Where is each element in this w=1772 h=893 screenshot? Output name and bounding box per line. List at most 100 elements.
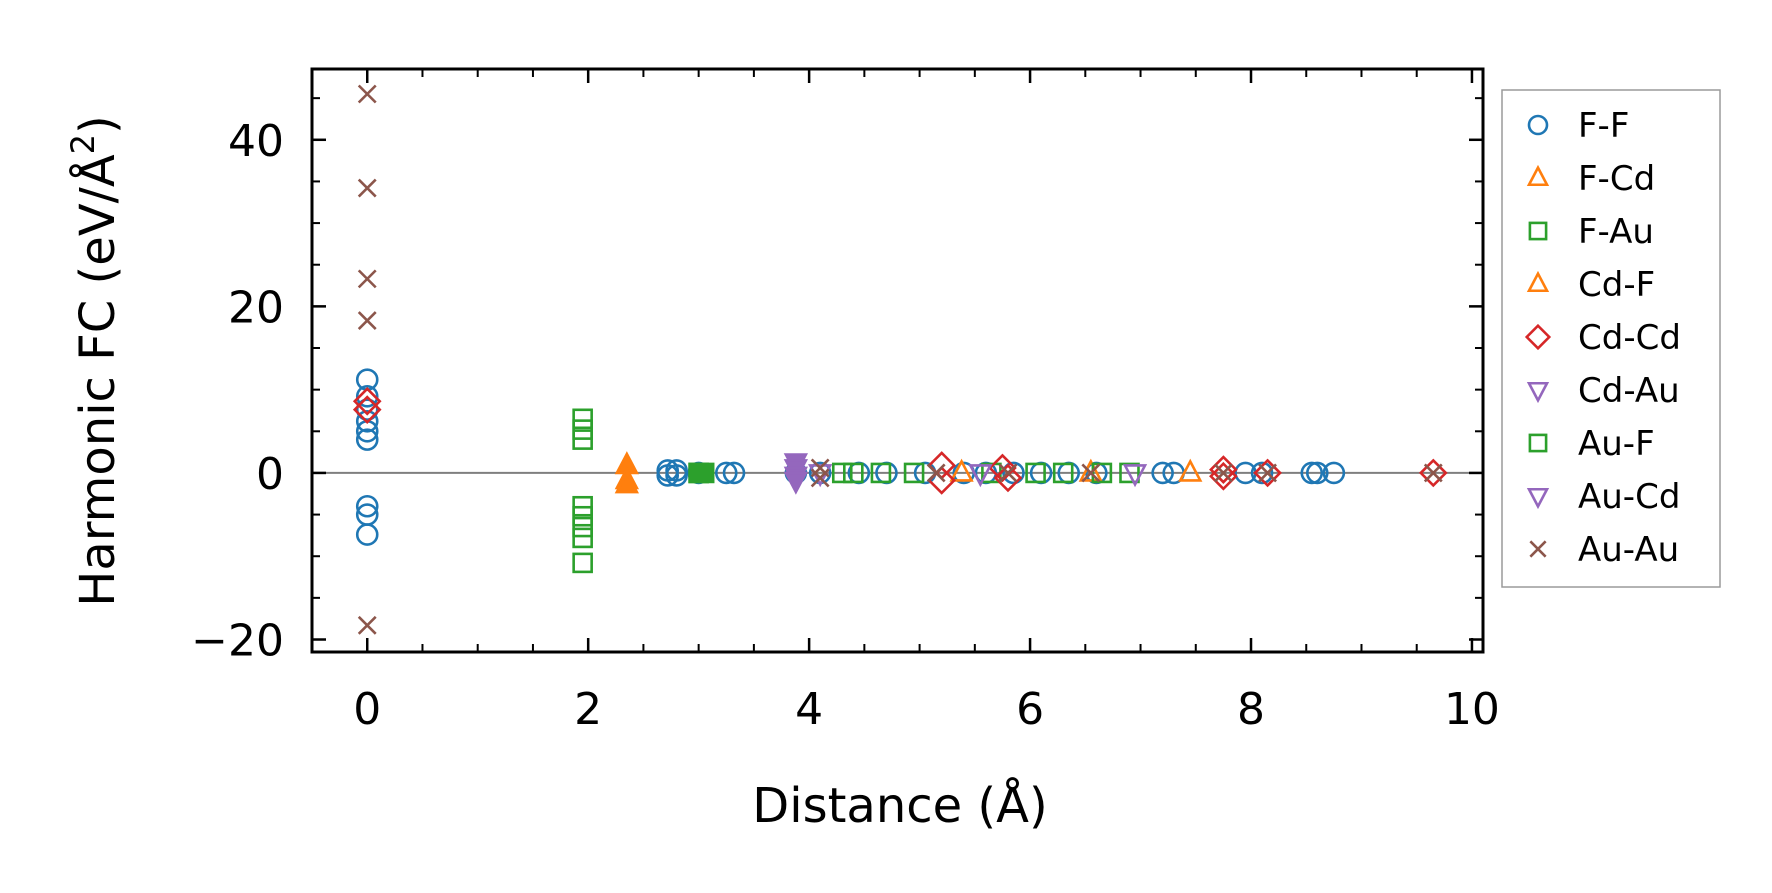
legend-item: F-Au	[1528, 212, 1654, 252]
legend-item: Au-F	[1528, 424, 1655, 464]
data-point	[1025, 462, 1046, 484]
legend-label: Au-Cd	[1578, 477, 1680, 517]
data-point	[949, 458, 974, 482]
y-tick-label: 20	[228, 282, 284, 333]
data-point	[808, 464, 833, 488]
data-point	[1122, 464, 1148, 488]
legend-marker	[1526, 270, 1550, 293]
y-axis-label-main: Harmonic FC (eV/Å	[69, 154, 126, 607]
legend-marker	[1528, 221, 1548, 241]
y-tick-label: 0	[256, 449, 284, 500]
data-point	[1078, 458, 1103, 482]
data-point	[355, 494, 379, 518]
plot-frame	[310, 67, 1485, 654]
legend-marker	[1527, 114, 1549, 136]
data-point	[993, 463, 1023, 493]
data-point	[693, 462, 715, 484]
data-point	[1258, 463, 1277, 483]
series-au-f	[688, 462, 715, 484]
data-point	[1052, 462, 1074, 484]
legend-item: Cd-Au	[1526, 371, 1680, 411]
legend-label: F-F	[1578, 106, 1629, 146]
legend-marker	[1526, 164, 1550, 187]
data-point	[1418, 458, 1448, 488]
data-point	[357, 84, 377, 104]
x-tick-label: 4	[795, 684, 823, 735]
data-point	[903, 462, 925, 484]
data-point	[1322, 461, 1346, 485]
legend-label: Cd-Au	[1578, 371, 1680, 411]
series-au-cd	[808, 464, 1148, 488]
data-point	[1300, 461, 1324, 485]
legend-label: Au-F	[1578, 424, 1655, 464]
data-point	[355, 428, 379, 451]
data-point	[722, 461, 746, 485]
data-point	[1091, 462, 1113, 484]
data-point	[614, 470, 639, 494]
x-tick-label: 6	[1016, 684, 1044, 735]
y-tick-label: 40	[228, 116, 284, 167]
data-markers	[312, 84, 1483, 635]
data-point	[1250, 461, 1274, 485]
y-axis-label-close: )	[70, 115, 126, 134]
x-tick-label: 8	[1237, 684, 1265, 735]
legend-item: Au-Cd	[1526, 477, 1680, 517]
data-point	[665, 464, 688, 487]
legend-marker	[1529, 540, 1547, 558]
legend-label: Au-Au	[1578, 530, 1679, 570]
legend-label: F-Cd	[1578, 159, 1655, 199]
legend-marker	[1524, 323, 1552, 351]
data-point	[355, 409, 379, 433]
legend-item: F-Cd	[1526, 159, 1655, 199]
data-point	[1178, 458, 1203, 482]
x-axis-label: Distance (Å)	[752, 777, 1047, 834]
data-point	[870, 462, 892, 484]
legend-item: Cd-F	[1526, 265, 1655, 305]
legend-item: Au-Au	[1529, 530, 1679, 570]
data-point	[1081, 463, 1101, 483]
data-point	[831, 462, 853, 484]
data-point	[357, 615, 377, 635]
data-point	[810, 468, 830, 488]
data-point	[1002, 461, 1025, 485]
y-axis-label-superscript: 2	[64, 134, 102, 154]
data-point	[572, 429, 593, 450]
data-point	[998, 463, 1018, 483]
legend-item: Cd-Cd	[1524, 318, 1681, 358]
x-tick-label: 10	[1444, 684, 1500, 735]
data-point	[572, 516, 593, 538]
y-axis-label: Harmonic FC (eV/Å2)	[64, 115, 126, 607]
data-point	[572, 408, 593, 430]
data-point	[843, 462, 864, 484]
data-point	[355, 385, 379, 408]
data-point	[572, 505, 593, 527]
legend-label: Cd-Cd	[1578, 318, 1681, 358]
data-point	[968, 464, 993, 488]
data-point	[1213, 463, 1233, 483]
series-cd-cd	[352, 386, 1448, 495]
series-f-cd	[949, 458, 1203, 482]
data-point	[572, 527, 593, 549]
data-point	[357, 311, 377, 330]
data-point	[926, 463, 946, 483]
series-au-au	[357, 84, 1443, 635]
x-tick-label: 2	[574, 684, 602, 735]
y-tick-label: −20	[191, 616, 284, 667]
data-point	[572, 552, 593, 574]
legend-label: Cd-F	[1578, 265, 1655, 305]
data-point	[355, 523, 379, 546]
legend-label: F-Au	[1578, 212, 1654, 252]
data-point	[1151, 461, 1174, 485]
x-tick-label: 0	[353, 684, 381, 735]
legend-marker	[1528, 433, 1548, 453]
data-point	[1253, 458, 1282, 488]
data-point	[1423, 463, 1443, 483]
data-point	[355, 398, 379, 421]
data-point	[1305, 461, 1329, 485]
data-point	[352, 395, 382, 424]
data-point	[357, 269, 377, 289]
series-cd-f	[614, 451, 639, 494]
data-point	[1209, 461, 1238, 491]
data-point	[988, 453, 1017, 483]
